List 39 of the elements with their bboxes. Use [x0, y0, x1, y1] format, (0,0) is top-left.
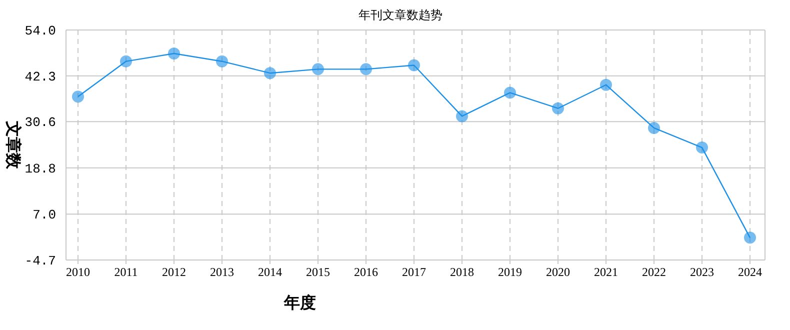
point — [408, 59, 420, 72]
y-axis-title: 文章数 — [4, 120, 22, 170]
y-tick-label: 18.8 — [24, 161, 56, 176]
y-tick-label: 42.3 — [24, 69, 56, 84]
x-tick-label: 2023 — [690, 265, 714, 279]
x-tick-label: 2015 — [306, 265, 330, 279]
point — [456, 110, 468, 122]
x-tick-label: 2010 — [66, 265, 90, 279]
x-tick-label: 2011 — [114, 265, 138, 279]
point — [72, 90, 84, 103]
x-tick-label: 2016 — [354, 265, 378, 279]
x-tick-label: 2013 — [210, 265, 234, 279]
x-tick-label: 2017 — [402, 265, 426, 279]
x-tick-label: 2018 — [450, 265, 474, 279]
y-tick-label: 7.0 — [32, 208, 56, 223]
y-tick-label: -4.7 — [24, 254, 56, 269]
point — [168, 48, 180, 60]
x-tick-label: 2021 — [594, 265, 618, 279]
y-tick-label: 30.6 — [24, 115, 56, 130]
x-axis-title: 年度 — [283, 293, 316, 312]
point — [648, 122, 660, 134]
y-tick-label: 54.0 — [24, 24, 56, 39]
point — [312, 63, 324, 76]
point — [552, 102, 564, 114]
x-tick-label: 2020 — [546, 265, 570, 279]
point — [360, 63, 372, 76]
point — [600, 78, 612, 91]
point — [504, 86, 516, 99]
point — [696, 142, 708, 154]
x-tick-label: 2014 — [258, 265, 282, 279]
x-tick-label: 2022 — [642, 265, 666, 279]
x-tick-label: 2019 — [498, 265, 522, 279]
x-tick-label: 2024 — [738, 265, 762, 279]
chart-title: 年刊文章数趋势 — [358, 8, 442, 22]
point — [120, 55, 132, 68]
point — [744, 232, 756, 244]
point — [264, 67, 276, 80]
x-tick-label: 2012 — [162, 265, 186, 279]
point — [216, 55, 228, 68]
